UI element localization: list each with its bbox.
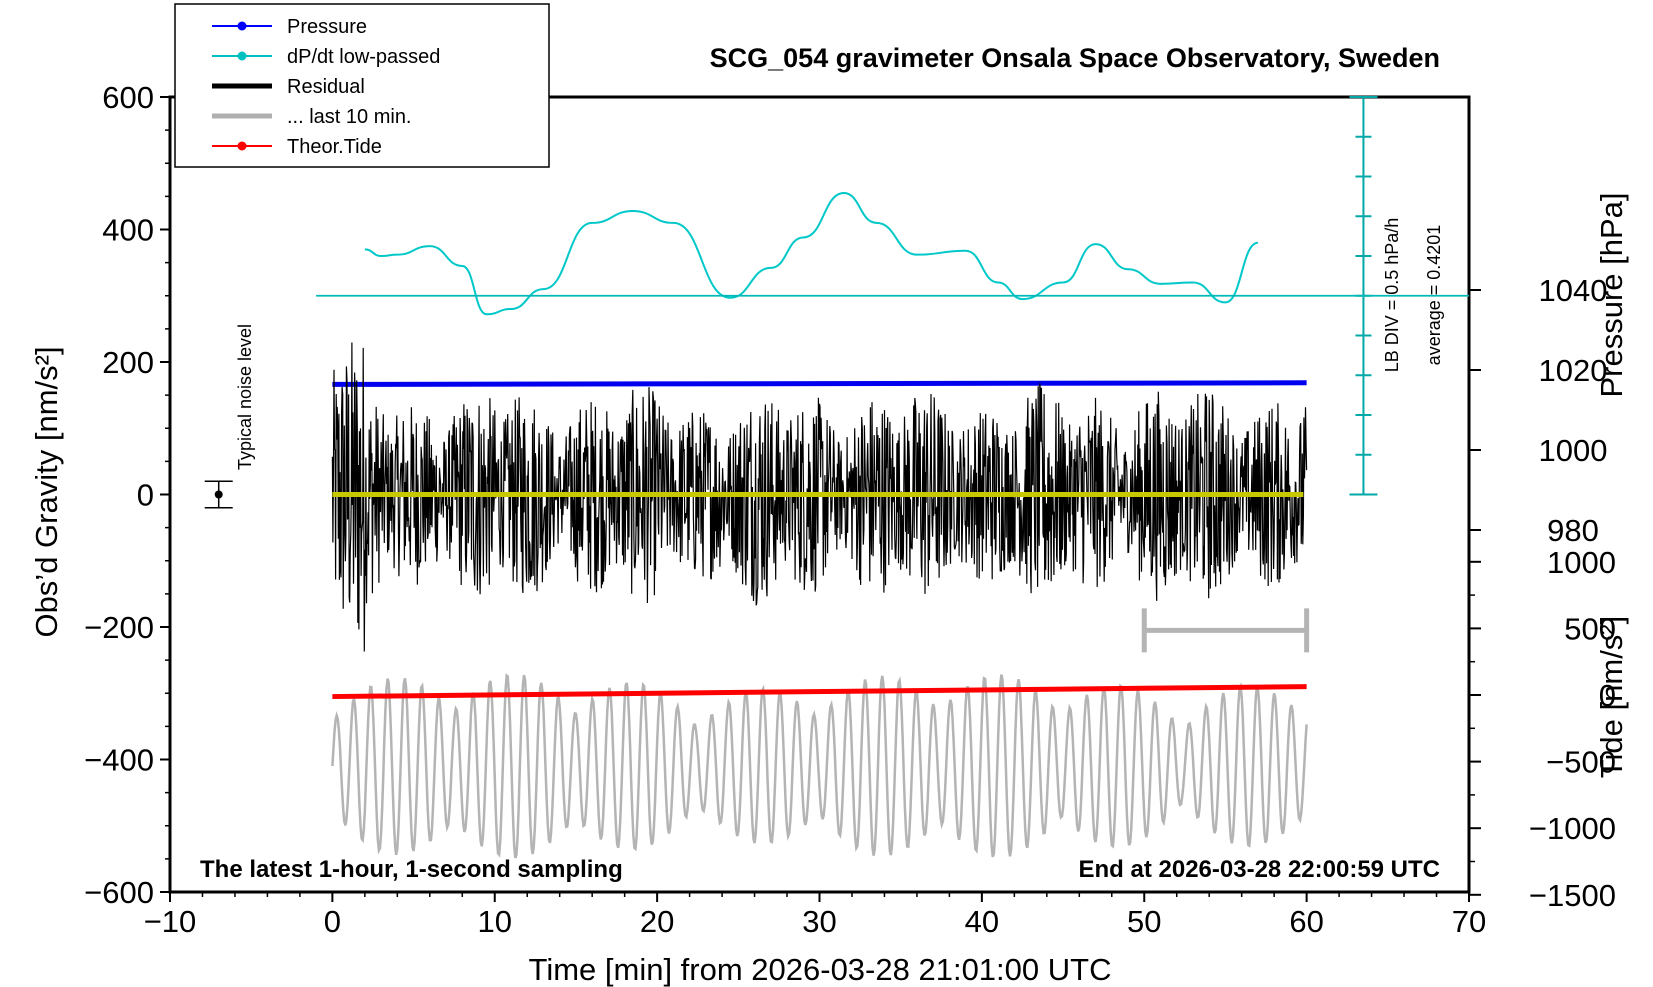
- tide-tick-label: −1500: [1529, 878, 1616, 913]
- legend-marker: [237, 51, 247, 61]
- y-tick-label: −600: [84, 875, 154, 910]
- pressure-tick-label: 980: [1547, 513, 1599, 548]
- y-tick-label: 400: [102, 213, 154, 248]
- tide-tick-label: 0: [1599, 678, 1616, 713]
- pressure-tick-label: 1040: [1539, 273, 1608, 308]
- legend-items: Pressure dP/dt low-passed Residual ... last…: [212, 16, 440, 158]
- x-tick-label: 50: [1127, 904, 1161, 939]
- series-layer: [331, 192, 1308, 859]
- x-axis-label: Time [min] from 2026-03-28 21:01:00 UTC: [529, 952, 1112, 987]
- legend-label: ... last 10 min.: [287, 106, 412, 128]
- y-axis-label-left: Obs’d Gravity [nm/s²]: [29, 346, 64, 637]
- residual-series-line: [331, 342, 1308, 652]
- legend-marker: [237, 21, 247, 31]
- annotation-layer: [204, 96, 1469, 653]
- y-tick-label: 600: [102, 80, 154, 115]
- pressure-tick-label: 1020: [1539, 353, 1608, 388]
- tide-tick-label: 1000: [1547, 545, 1616, 580]
- x-tick-label: 0: [324, 904, 341, 939]
- legend-label: Pressure: [287, 16, 367, 38]
- legend-entry: Theor.Tide: [212, 136, 382, 158]
- legend-label: Residual: [287, 76, 365, 98]
- tide-tick-label: −500: [1546, 745, 1616, 780]
- chart-title: SCG_054 gravimeter Onsala Space Observat…: [710, 43, 1440, 73]
- y-axis-label-pressure: Pressure [hPa]: [1594, 192, 1629, 397]
- legend-marker: [237, 141, 247, 151]
- tick-layer: −10 0 10 20 30 40 50 60 706004002000−200−400−600…: [84, 80, 1616, 939]
- legend: Pressure dP/dt low-passed Residual ... last…: [174, 3, 550, 168]
- side-scale-label-1: LB DIV = 0.5 hPa/h: [1382, 218, 1402, 373]
- x-tick-label: 40: [965, 904, 999, 939]
- footer-left: The latest 1-hour, 1-second sampling: [200, 856, 623, 883]
- x-tick-label: 70: [1452, 904, 1486, 939]
- y-tick-label: 0: [137, 478, 154, 513]
- y-axis-label-tide: Tide [nm/s²]: [1594, 616, 1629, 779]
- x-tick-label: −10: [144, 904, 197, 939]
- pressure-series-line: [332, 380, 1307, 387]
- tide-series-line: [332, 684, 1307, 700]
- legend-entry: Residual: [212, 76, 365, 98]
- tide-tick-label: −1000: [1529, 811, 1616, 846]
- legend-entry: dP/dt low-passed: [212, 46, 440, 68]
- dpdt-series-line: [364, 192, 1259, 316]
- tide-tick-label: 500: [1564, 611, 1616, 646]
- noise-label: Typical noise level: [235, 324, 255, 470]
- legend-entry: Pressure: [212, 16, 367, 38]
- x-tick-label: 20: [640, 904, 674, 939]
- x-tick-label: 30: [802, 904, 836, 939]
- x-tick-label: 10: [478, 904, 512, 939]
- legend-label: dP/dt low-passed: [287, 46, 440, 68]
- pressure-tick-label: 1000: [1539, 433, 1608, 468]
- y-tick-label: 200: [102, 345, 154, 380]
- y-tick-label: −400: [84, 743, 154, 778]
- legend-entry: ... last 10 min.: [212, 106, 412, 128]
- noise-point: [214, 490, 223, 499]
- x-tick-label: 60: [1289, 904, 1323, 939]
- side-scale-label-2: average = 0.4201: [1424, 225, 1444, 366]
- last10-series-line: [331, 673, 1308, 859]
- footer-right: End at 2026-03-28 22:00:59 UTC: [1079, 856, 1441, 883]
- legend-label: Theor.Tide: [287, 136, 382, 158]
- y-tick-label: −200: [84, 610, 154, 645]
